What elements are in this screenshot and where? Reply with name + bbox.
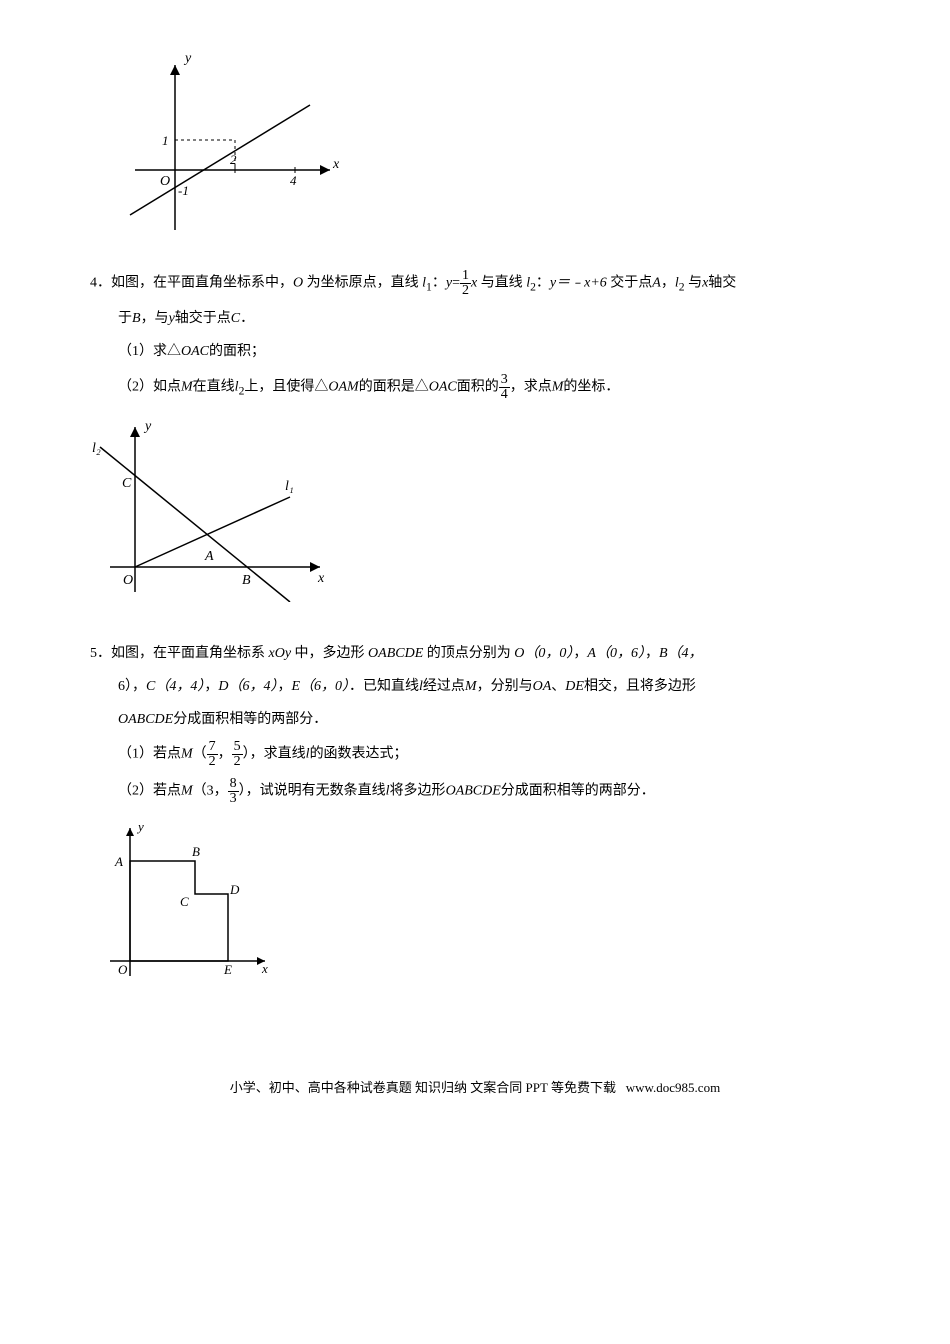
svg-text:1: 1 [162,133,169,148]
problem-4-line2: 于B，与y轴交于点C． [90,306,860,331]
problem-number: 4． [90,276,111,291]
figure-3: y x O A B C D E [100,816,860,995]
svg-text:x: x [332,157,340,172]
svg-text:-1: -1 [178,183,189,198]
coordinate-graph-2: y x O C l₂ l₁ A B [90,412,340,602]
problem-5-sub1: （1）若点M（72，52），求直线l的函数表达式； [90,740,860,769]
problem-5-statement: 5．如图，在平面直角坐标系 xOy 中，多边形 OABCDE 的顶点分别为 O（… [90,641,860,666]
problem-5-line3: OABCDE分成面积相等的两部分． [90,707,860,732]
figure-2: y x O C l₂ l₁ A B [90,412,860,611]
coordinate-graph-1: y x O 1 2 4 -1 [120,50,350,240]
svg-text:l₁: l₁ [285,479,294,494]
svg-text:A: A [204,549,214,564]
svg-text:x: x [317,571,325,586]
problem-4: 4．如图，在平面直角坐标系中，O 为坐标原点，直线 l1：y=12x 与直线 l… [90,269,860,611]
fraction: 12 [460,269,471,298]
svg-text:A: A [114,854,123,869]
page-footer: 小学、初中、高中各种试卷真题 知识归纳 文案合同 PPT 等免费下载 www.d… [90,1076,860,1099]
svg-text:O: O [160,174,170,189]
svg-text:2: 2 [230,152,237,167]
problem-4-statement: 4．如图，在平面直角坐标系中，O 为坐标原点，直线 l1：y=12x 与直线 l… [90,269,860,298]
svg-text:E: E [223,962,232,977]
svg-text:y: y [143,419,152,434]
svg-text:4: 4 [290,173,297,188]
problem-number: 5． [90,646,111,661]
svg-text:C: C [180,894,189,909]
fraction: 34 [499,373,510,402]
problem-4-sub2: （2）如点M在直线l2上，且使得△OAM的面积是△OAC面积的34，求点M的坐标… [90,373,860,402]
svg-text:O: O [118,962,128,977]
svg-text:O: O [123,573,133,588]
svg-text:B: B [242,573,251,588]
svg-text:B: B [192,844,200,859]
fraction: 52 [232,740,243,769]
svg-text:D: D [229,882,240,897]
svg-text:x: x [261,961,268,976]
figure-1: y x O 1 2 4 -1 [120,50,860,249]
svg-text:C: C [122,476,132,491]
problem-5-sub2: （2）若点M（3，83），试说明有无数条直线l将多边形OABCDE分成面积相等的… [90,777,860,806]
svg-text:y: y [136,819,144,834]
problem-4-sub1: （1）求△OAC的面积； [90,339,860,364]
fraction: 72 [207,740,218,769]
svg-text:y: y [183,51,192,66]
fraction: 83 [228,777,239,806]
coordinate-graph-3: y x O A B C D E [100,816,280,986]
svg-text:l₂: l₂ [92,441,101,456]
problem-5: 5．如图，在平面直角坐标系 xOy 中，多边形 OABCDE 的顶点分别为 O（… [90,641,860,996]
problem-5-line2: 6），C（4，4），D（6，4），E（6，0）．已知直线l经过点M，分别与OA、… [90,674,860,699]
